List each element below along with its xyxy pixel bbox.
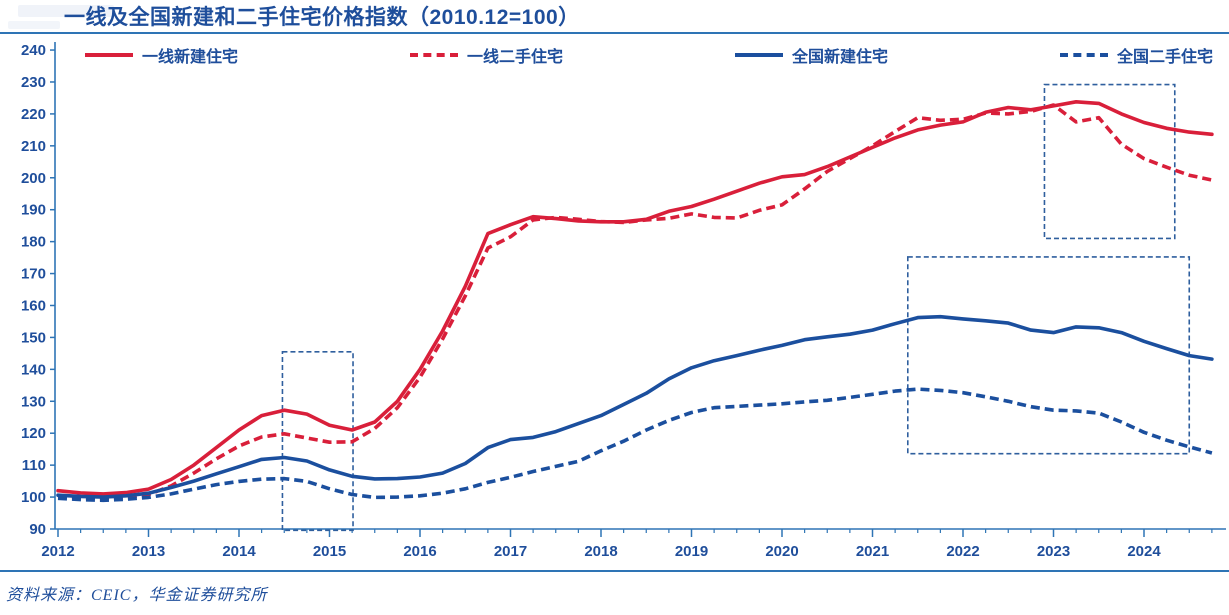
y-axis-label: 210: [21, 138, 46, 155]
x-axis-label: 2022: [946, 543, 979, 560]
y-axis-label: 170: [21, 266, 46, 283]
y-axis-label: 220: [21, 106, 46, 123]
legend-item-tier1-new: 一线新建住宅: [85, 43, 238, 67]
legend-label: 全国二手住宅: [1116, 49, 1213, 66]
y-axis-label: 160: [21, 297, 46, 314]
x-axis-label: 2020: [765, 543, 798, 560]
annotation-box-3: [906, 256, 1191, 455]
red-solid-line-swatch: [85, 53, 133, 57]
blue-solid-line-swatch: [734, 53, 783, 57]
source-text: 资料来源：CEIC，华金证券研究所: [6, 587, 268, 604]
x-axis-label: 2017: [494, 543, 527, 560]
y-axis-label: 100: [21, 489, 46, 506]
chart-title: 一线及全国新建和二手住宅价格指数（2010.12=100）: [64, 6, 580, 29]
blue-dashed-line-swatch: [1059, 53, 1108, 57]
faded-artifact: [18, 5, 114, 17]
series-line-3: [57, 387, 1213, 503]
annotation-box-1: [281, 350, 354, 532]
legend-label: 一线二手住宅: [466, 49, 563, 66]
title-divider: [0, 32, 1229, 34]
y-axis-label: 230: [21, 74, 46, 91]
legend-item-national-secondhand: 全国二手住宅: [1059, 43, 1213, 67]
annotation-box-2: [1043, 83, 1176, 240]
y-axis-label: 180: [21, 234, 46, 251]
y-axis-label: 90: [29, 521, 46, 538]
series-line-1: [57, 103, 1213, 501]
y-axis-label: 120: [21, 425, 46, 442]
x-axis-label: 2023: [1037, 543, 1070, 560]
footer-divider: [0, 570, 1229, 572]
legend-label: 全国新建住宅: [791, 49, 888, 66]
x-axis-label: 2016: [403, 543, 436, 560]
x-axis-label: 2019: [675, 543, 708, 560]
legend: 一线新建住宅 一线二手住宅 全国新建住宅 全国二手住宅: [85, 44, 1213, 66]
x-axis-label: 2013: [132, 543, 165, 560]
faded-artifact: [8, 21, 60, 29]
x-axis-label: 2012: [41, 543, 74, 560]
x-axis-label: 2024: [1127, 543, 1161, 560]
y-axis-label: 150: [21, 329, 46, 346]
red-dashed-line-swatch: [409, 53, 458, 57]
y-axis-label: 240: [21, 42, 46, 59]
x-axis-label: 2018: [584, 543, 617, 560]
legend-item-national-new: 全国新建住宅: [734, 43, 888, 67]
y-axis-label: 190: [21, 202, 46, 219]
x-axis-label: 2015: [313, 543, 346, 560]
legend-item-tier1-secondhand: 一线二手住宅: [409, 43, 563, 67]
y-axis-label: 140: [21, 361, 46, 378]
y-axis-label: 130: [21, 393, 46, 410]
y-axis-label: 200: [21, 170, 46, 187]
y-axis-label: 110: [22, 457, 46, 474]
x-axis-label: 2014: [222, 543, 256, 560]
series-line-2: [56, 314, 1214, 499]
legend-label: 一线新建住宅: [142, 49, 239, 66]
x-axis-label: 2021: [856, 543, 889, 560]
